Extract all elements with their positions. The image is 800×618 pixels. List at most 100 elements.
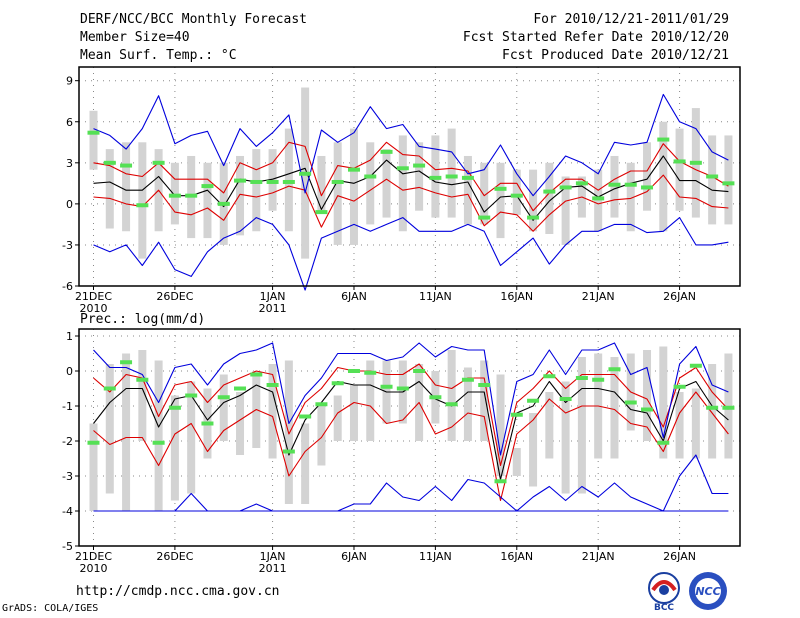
temp-spread-box xyxy=(317,155,326,211)
prec-spread-box xyxy=(366,360,375,441)
temp-spread-box xyxy=(659,121,668,232)
prec-median-mark xyxy=(364,370,377,375)
temp-median-mark xyxy=(250,179,263,184)
temp-median-mark xyxy=(201,184,214,189)
temp-median-mark xyxy=(364,174,377,179)
prec-median-mark xyxy=(413,369,426,373)
prec-spread-box xyxy=(691,388,700,459)
temp-median-mark xyxy=(136,203,149,208)
temp-median-mark xyxy=(641,185,654,190)
temp-spread-box xyxy=(349,128,358,245)
prec-median-mark xyxy=(87,440,100,445)
temp-spread-box xyxy=(236,155,245,236)
prec-median-mark xyxy=(445,402,458,407)
prec-spread-box xyxy=(89,423,98,511)
prec-median-mark xyxy=(575,376,588,380)
temp-median-mark xyxy=(461,175,474,180)
prec-spread-box xyxy=(154,360,163,511)
temp-median-mark xyxy=(722,181,735,186)
bcc-logo: BCC xyxy=(648,572,680,612)
prec-median-mark xyxy=(461,377,474,382)
temp-median-mark xyxy=(575,181,588,186)
prec-xtick-label: 11JAN xyxy=(419,550,452,563)
temp-xtick-year: 2011 xyxy=(259,302,287,315)
temp-spread-box xyxy=(252,149,261,232)
temp-median-mark xyxy=(429,175,442,180)
prec-xtick-label: 21JAN xyxy=(582,550,615,563)
temp-median-mark xyxy=(413,163,426,168)
prec-ytick-label: 1 xyxy=(66,330,73,343)
prec-ytick-label: -3 xyxy=(62,470,73,483)
prec-ytick-label: 0 xyxy=(66,365,73,378)
temp-median-mark xyxy=(559,185,572,190)
chart-title: DERF/NCC/BCC Monthly Forecast xyxy=(80,12,307,27)
prec-spread-box xyxy=(610,357,619,459)
temp-median-mark xyxy=(396,166,409,171)
prec-median-mark xyxy=(331,381,344,386)
temp-median-mark xyxy=(87,130,100,135)
prec-spread-box xyxy=(122,353,131,511)
prec-median-mark xyxy=(201,421,214,426)
prec-median-mark xyxy=(136,377,149,382)
temp-median-mark xyxy=(445,174,458,179)
prec-median-mark xyxy=(347,369,360,373)
prec-spread-box xyxy=(480,360,489,441)
grads-credit: GrADS: COLA/IGES xyxy=(2,603,99,614)
temp-median-mark xyxy=(543,189,556,194)
temp-spread-box xyxy=(708,135,717,225)
temp-ytick-label: 3 xyxy=(66,157,73,170)
prec-spread-box xyxy=(317,402,326,466)
prec-spread-box xyxy=(512,448,521,476)
temp-spread-box xyxy=(561,176,570,245)
temp-spread-box xyxy=(89,110,98,170)
temp-median-mark xyxy=(234,178,247,183)
temp-spread-box xyxy=(463,155,472,225)
temp-spread-box xyxy=(170,162,179,225)
prec-xtick-label: 6JAN xyxy=(341,550,367,563)
prec-median-mark xyxy=(120,360,133,365)
prec-median-mark xyxy=(494,479,507,484)
temp-spread-box xyxy=(366,142,375,225)
prec-spread-box xyxy=(545,392,554,459)
prec-spread-box xyxy=(447,350,456,441)
temp-spread-box xyxy=(675,128,684,211)
temp-spread-box xyxy=(512,169,521,215)
fcst-produced-date: Fcst Produced Date 2010/12/21 xyxy=(502,48,729,63)
temp-spread-box xyxy=(643,142,652,211)
prec-ytick-label: -4 xyxy=(62,505,73,518)
temp-xtick-label: 16JAN xyxy=(500,290,533,303)
temp-median-mark xyxy=(347,167,360,172)
prec-median-mark xyxy=(103,386,116,391)
prec-spread-box xyxy=(561,381,570,494)
prec-spread-box xyxy=(529,413,538,487)
prec-median-mark xyxy=(315,402,328,407)
website-url[interactable]: http://cmdp.ncc.cma.gov.cn xyxy=(76,584,280,599)
svg-text:BCC: BCC xyxy=(654,603,674,612)
temp-ytick-label: -3 xyxy=(62,239,73,252)
temp-series-min xyxy=(93,217,729,291)
prec-ytick-label: -2 xyxy=(62,435,73,448)
prec-xtick-label: 26DEC xyxy=(156,550,193,563)
temp-median-mark xyxy=(510,193,523,198)
temp-spread-box xyxy=(496,162,505,239)
prec-median-mark xyxy=(299,414,312,419)
prec-median-mark xyxy=(608,367,621,372)
prec-median-mark xyxy=(185,393,198,398)
temp-spread-box xyxy=(398,135,407,232)
temp-median-mark xyxy=(168,193,181,198)
temp-median-mark xyxy=(266,179,279,184)
prec-median-mark xyxy=(543,374,556,379)
temp-median-mark xyxy=(217,201,230,206)
prec-spread-box xyxy=(463,367,472,441)
prec-median-mark xyxy=(429,395,442,400)
prec-median-mark xyxy=(689,363,702,368)
temp-median-mark xyxy=(624,182,637,187)
temp-median-mark xyxy=(185,193,198,198)
prec-median-mark xyxy=(282,449,295,454)
temp-spread-box xyxy=(545,162,554,234)
temp-spread-box xyxy=(626,162,635,232)
temp-series-mean xyxy=(93,155,729,221)
prec-xtick-label: 16JAN xyxy=(500,550,533,563)
prec-median-mark xyxy=(722,405,735,410)
